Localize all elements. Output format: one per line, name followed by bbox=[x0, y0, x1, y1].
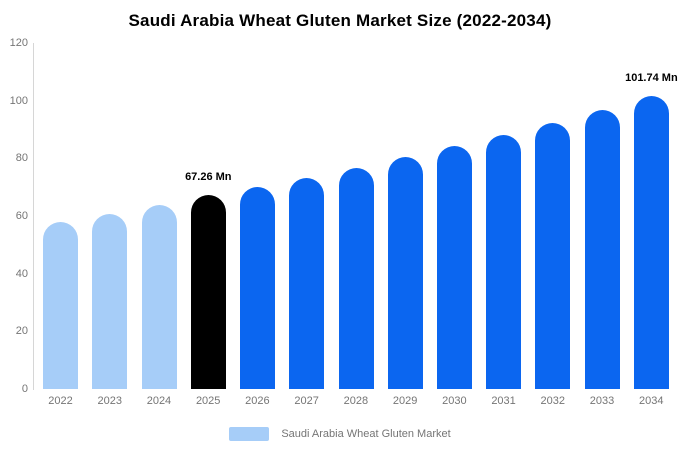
x-tick-label-2030: 2030 bbox=[442, 395, 467, 407]
y-tick-label: 0 bbox=[21, 383, 28, 395]
x-tick-label-2023: 2023 bbox=[97, 395, 122, 407]
x-tick-label-2033: 2033 bbox=[589, 395, 615, 407]
legend-label: Saudi Arabia Wheat Gluten Market bbox=[281, 428, 451, 440]
x-tick-label-2024: 2024 bbox=[146, 395, 172, 407]
y-tick-label: 40 bbox=[15, 267, 28, 280]
x-tick-label-2026: 2026 bbox=[245, 395, 270, 407]
bar-2032[interactable] bbox=[535, 122, 571, 389]
x-tick-label-2025: 2025 bbox=[195, 395, 221, 407]
legend[interactable]: Saudi Arabia Wheat Gluten Market bbox=[0, 427, 680, 441]
bar-2028[interactable] bbox=[338, 167, 374, 389]
bar-2029[interactable] bbox=[387, 157, 423, 389]
y-tick-label: 120 bbox=[9, 37, 28, 49]
bar-2025[interactable] bbox=[190, 195, 226, 389]
bar-2024[interactable] bbox=[141, 204, 177, 389]
bar-2031[interactable] bbox=[486, 134, 522, 389]
bar-2026[interactable] bbox=[240, 187, 276, 389]
x-tick-label-2034: 2034 bbox=[639, 395, 664, 407]
x-tick-label-2031: 2031 bbox=[491, 395, 516, 407]
bar-2033[interactable] bbox=[584, 109, 620, 389]
value-label-2025: 67.26 Mn bbox=[185, 171, 232, 184]
y-tick-label: 20 bbox=[15, 325, 28, 338]
value-label-2034: 101.74 Mn bbox=[625, 71, 678, 84]
x-tick-label-2029: 2029 bbox=[392, 395, 418, 407]
x-tick-label-2022: 2022 bbox=[48, 395, 73, 407]
bar-2022[interactable] bbox=[43, 222, 79, 389]
bar-2034[interactable] bbox=[633, 95, 669, 389]
legend-swatch bbox=[229, 427, 270, 441]
chart-title: Saudi Arabia Wheat Gluten Market Size (2… bbox=[128, 11, 552, 30]
y-axis-line bbox=[33, 43, 34, 390]
y-tick-label: 80 bbox=[15, 152, 28, 165]
y-tick-label: 60 bbox=[15, 210, 28, 222]
y-tick-label: 100 bbox=[9, 94, 28, 107]
x-tick-label-2032: 2032 bbox=[540, 395, 566, 407]
bar-2027[interactable] bbox=[289, 177, 325, 389]
bar-2023[interactable] bbox=[92, 213, 128, 389]
bar-2030[interactable] bbox=[436, 146, 472, 389]
x-tick-label-2028: 2028 bbox=[343, 395, 369, 407]
x-tick-label-2027: 2027 bbox=[294, 395, 319, 407]
